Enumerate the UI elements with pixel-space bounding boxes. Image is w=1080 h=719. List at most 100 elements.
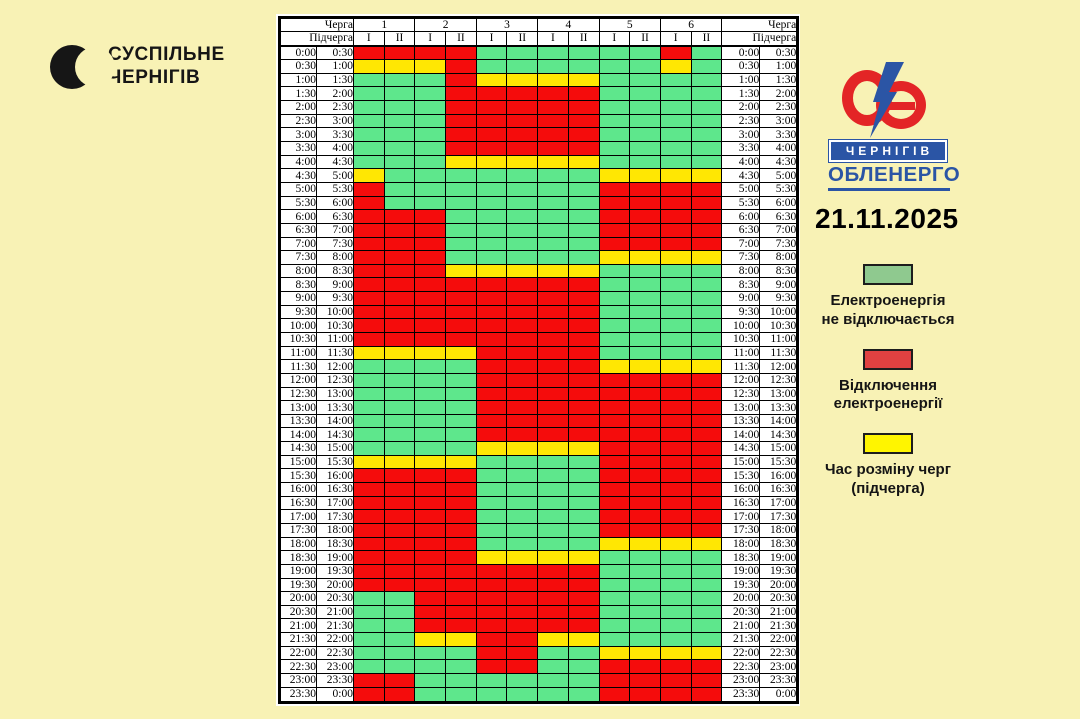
schedule-cell — [383, 645, 416, 661]
legend-item: Електроенергія не відключається — [798, 264, 978, 330]
schedule-cell — [506, 645, 539, 661]
schedule-cell — [506, 359, 539, 374]
schedule-cell — [629, 86, 661, 102]
schedule-cell — [690, 72, 723, 88]
schedule-cell — [537, 291, 569, 306]
schedule-cell — [690, 304, 723, 320]
schedule-cell — [414, 591, 447, 606]
schedule-cell — [629, 632, 661, 647]
time-end-cell: 17:30 — [759, 509, 799, 524]
schedule-cell — [659, 618, 692, 634]
schedule-cell — [353, 141, 385, 156]
schedule-cell — [353, 236, 385, 252]
schedule-cell — [537, 386, 569, 402]
schedule-cell — [383, 400, 416, 415]
schedule-cell — [629, 522, 661, 538]
time-end-cell: 19:00 — [316, 550, 354, 565]
schedule-cell — [445, 673, 477, 688]
time-end-cell: 18:30 — [316, 536, 354, 552]
schedule-cell — [506, 291, 539, 306]
schedule-cell — [567, 632, 600, 647]
time-start-cell: 10:30 — [721, 331, 761, 347]
schedule-cell — [353, 72, 385, 88]
schedule-cell — [598, 86, 631, 102]
schedule-cell — [445, 591, 477, 606]
time-end-cell: 18:00 — [316, 522, 354, 538]
schedule-cell — [383, 673, 416, 688]
oblenergo-city-banner: ЧЕРНІГІВ — [828, 139, 948, 163]
time-start-cell: 23:00 — [279, 673, 317, 688]
schedule-cell — [690, 86, 723, 102]
schedule-cell — [598, 522, 631, 538]
schedule-cell — [598, 441, 631, 456]
schedule-cell — [629, 659, 661, 674]
time-end-cell: 17:30 — [316, 509, 354, 524]
schedule-cell — [506, 413, 539, 429]
schedule-cell — [537, 331, 569, 347]
time-end-cell: 23:30 — [759, 673, 799, 688]
schedule-cell — [629, 331, 661, 347]
schedule-cell — [659, 686, 692, 704]
schedule-cell — [598, 577, 631, 593]
schedule-cell — [598, 127, 631, 143]
schedule-cell — [475, 427, 508, 443]
schedule-cell — [383, 509, 416, 524]
schedule-cell — [475, 536, 508, 552]
schedule-cell — [414, 413, 447, 429]
schedule-cell — [537, 44, 569, 61]
time-start-cell: 12:30 — [721, 386, 761, 402]
schedule-cell — [690, 209, 723, 224]
schedule-cell — [537, 618, 569, 634]
time-end-cell: 21:30 — [759, 618, 799, 634]
time-start-cell: 10:00 — [721, 318, 761, 333]
schedule-cell — [629, 550, 661, 565]
time-end-cell: 2:00 — [759, 86, 799, 102]
schedule-cell — [506, 181, 539, 197]
schedule-cell — [353, 86, 385, 102]
schedule-cell — [690, 618, 723, 634]
schedule-cell — [353, 100, 385, 115]
schedule-cell — [383, 618, 416, 634]
schedule-cell — [506, 577, 539, 593]
publisher-name: СУСПІЛЬНЕ — [108, 44, 225, 66]
schedule-cell — [567, 222, 600, 238]
schedule-cell — [598, 632, 631, 647]
schedule-cell — [506, 591, 539, 606]
schedule-cell — [537, 141, 569, 156]
oblenergo-logo: ЧЕРНІГІВ ОБЛЕНЕРГО — [828, 62, 978, 191]
schedule-cell — [414, 495, 447, 511]
schedule-cell — [598, 100, 631, 115]
schedule-cell — [383, 659, 416, 674]
schedule-cell — [690, 686, 723, 704]
schedule-cell — [475, 686, 508, 704]
time-start-cell: 22:00 — [721, 645, 761, 661]
time-start-cell: 1:30 — [721, 86, 761, 102]
schedule-cell — [353, 195, 385, 211]
schedule-cell — [506, 495, 539, 511]
schedule-cell — [475, 168, 508, 183]
schedule-cell — [537, 509, 569, 524]
schedule-cell — [567, 454, 600, 470]
time-start-cell: 5:00 — [721, 181, 761, 197]
schedule-cell — [598, 591, 631, 606]
schedule-cell — [537, 468, 569, 484]
schedule-cell — [537, 304, 569, 320]
schedule-cell — [445, 618, 477, 634]
time-end-cell: 10:00 — [759, 304, 799, 320]
schedule-cell — [567, 250, 600, 265]
schedule-cell — [475, 673, 508, 688]
schedule-cell — [598, 645, 631, 661]
schedule-cell — [537, 563, 569, 579]
schedule-cell — [475, 522, 508, 538]
schedule-cell — [383, 209, 416, 224]
schedule-cell — [690, 591, 723, 606]
schedule-cell — [383, 304, 416, 320]
time-end-cell: 7:30 — [316, 236, 354, 252]
time-start-cell: 17:30 — [279, 522, 317, 538]
time-end-cell: 11:00 — [759, 331, 799, 347]
schedule-cell — [567, 468, 600, 484]
schedule-cell — [475, 386, 508, 402]
schedule-cell — [629, 563, 661, 579]
oblenergo-name: ОБЛЕНЕРГО — [828, 163, 960, 191]
schedule-cell — [445, 645, 477, 661]
